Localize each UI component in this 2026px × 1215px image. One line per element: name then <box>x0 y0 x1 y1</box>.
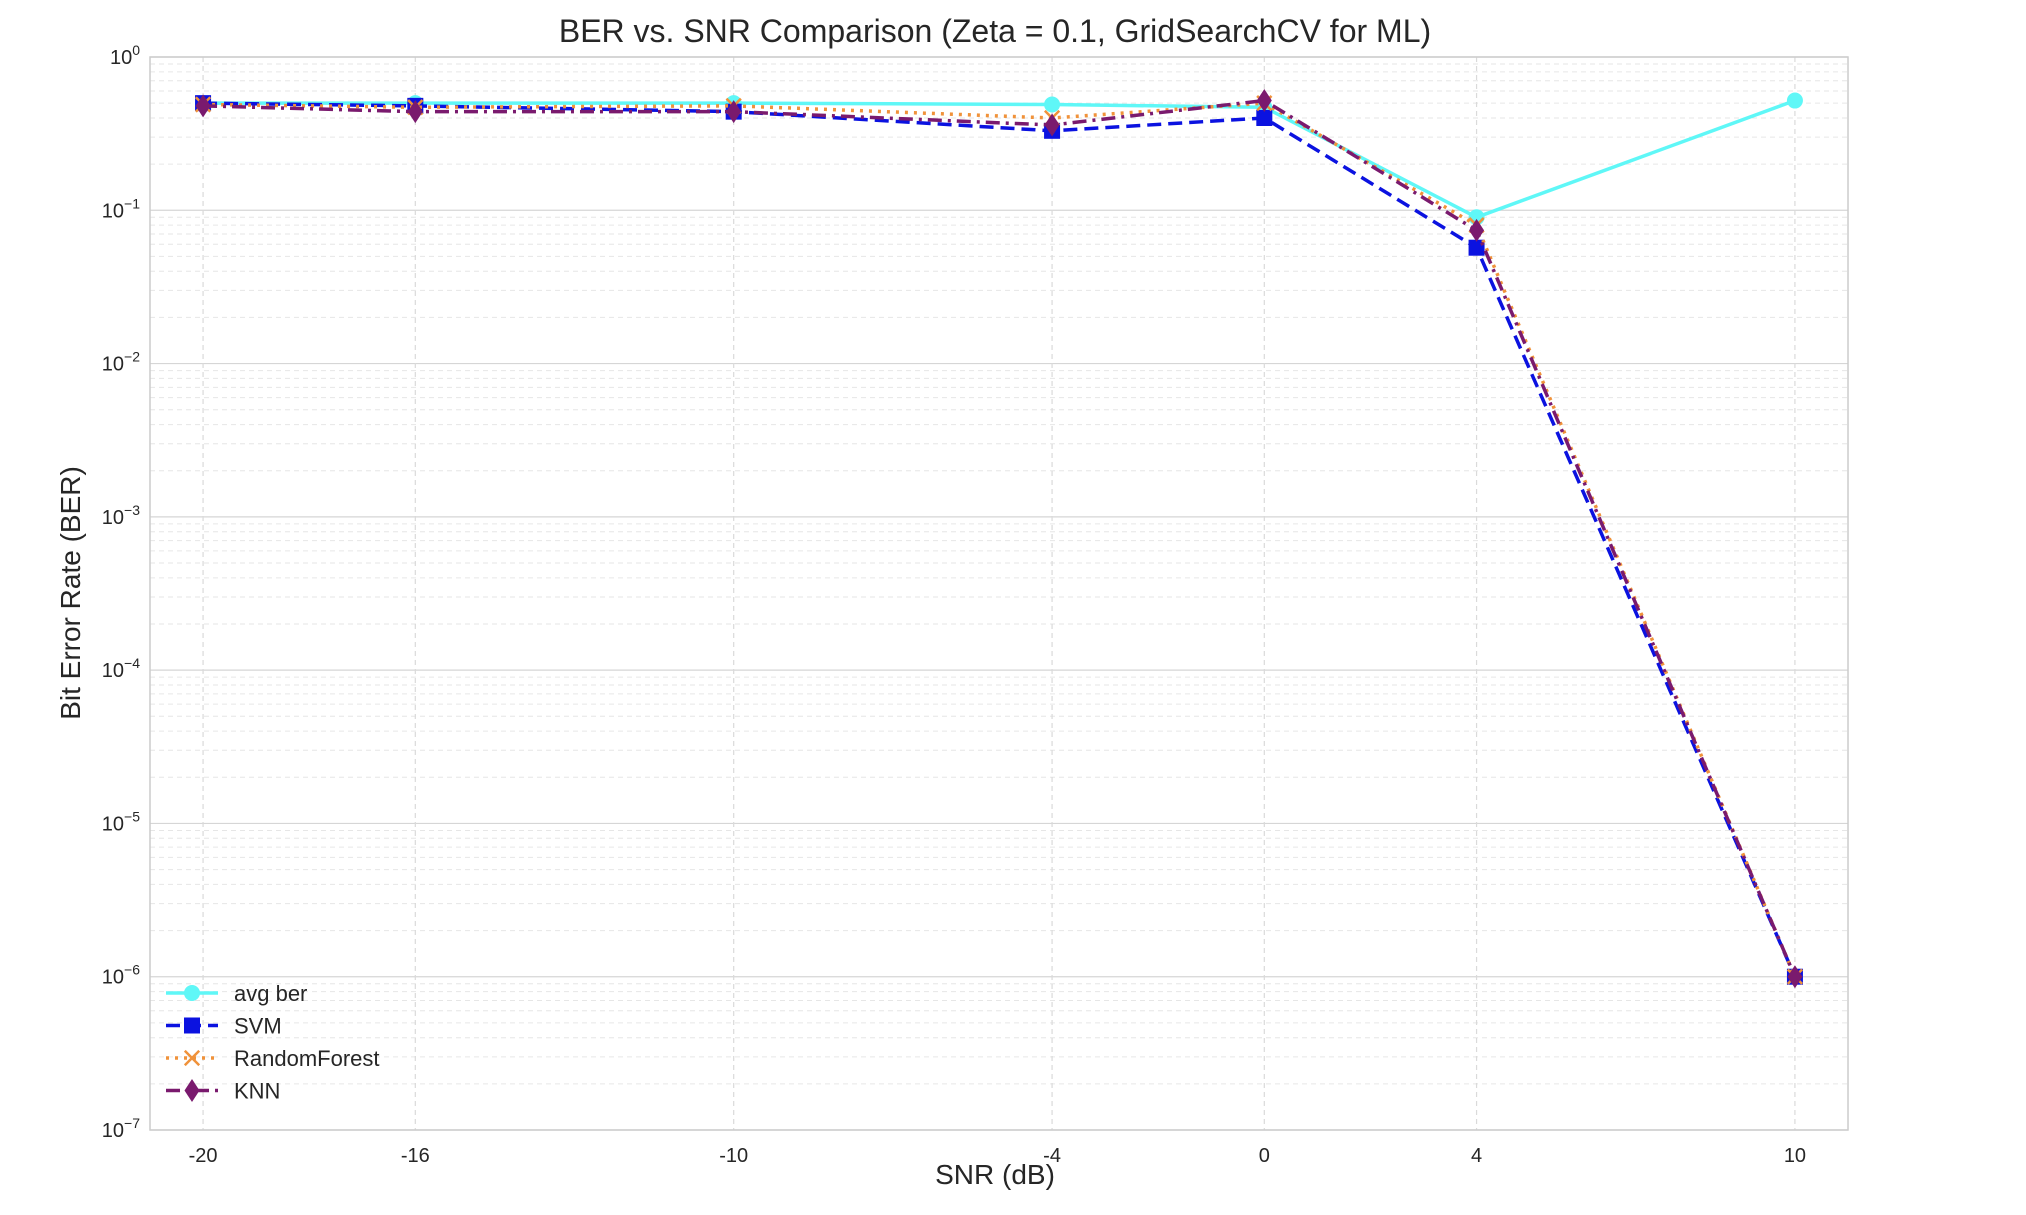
tick-labels: -20 -16 -10 -4 0 4 10 100 10−1 10−2 10−3 10−4 10−5 10… <box>102 42 1806 1167</box>
y-tick-label: 10−6 <box>102 962 140 989</box>
legend-knn-marker <box>184 1079 200 1102</box>
knn-line <box>203 98 1797 978</box>
x-axis-label: SNR (dB) <box>935 1159 1055 1190</box>
legend-avg-ber-marker <box>184 985 200 1001</box>
y-tick-label: 10−3 <box>102 502 140 529</box>
y-tick-label: 10−5 <box>102 808 140 835</box>
legend-randomforest-marker <box>183 1049 201 1067</box>
y-tick-label: 10−7 <box>102 1115 140 1142</box>
y-axis-label: Bit Error Rate (BER) <box>55 466 86 720</box>
y-tick-label: 10−4 <box>102 655 140 682</box>
x-tick-label: -16 <box>401 1145 430 1167</box>
x-tick-label: -10 <box>719 1145 748 1167</box>
legend-label: avg ber <box>234 981 307 1006</box>
legend-entry-randomforest: RandomForest <box>166 1046 380 1071</box>
legend-entry-avg-ber: avg ber <box>166 981 307 1006</box>
legend: avg ber SVM RandomForest KNN <box>166 981 380 1104</box>
legend-entry-knn: KNN <box>166 1079 280 1104</box>
series-layer <box>194 89 1804 989</box>
legend-label: KNN <box>234 1079 280 1104</box>
plot-frame <box>149 56 1849 1131</box>
series-knn <box>195 89 1803 989</box>
legend-label: SVM <box>234 1014 282 1039</box>
svm-marker <box>1256 109 1273 126</box>
chart-title: BER vs. SNR Comparison (Zeta = 0.1, Grid… <box>559 13 1431 49</box>
knn-marker <box>1787 965 1803 989</box>
x-tick-label: -20 <box>189 1145 218 1167</box>
x-tick-label: 0 <box>1259 1145 1270 1167</box>
knn-marker <box>195 94 211 118</box>
knn-marker <box>1044 113 1060 137</box>
avg-ber-marker <box>1786 92 1803 109</box>
knn-marker <box>726 100 742 124</box>
knn-marker <box>407 100 423 124</box>
legend-entry-svm: SVM <box>166 1014 282 1039</box>
avg-ber-marker <box>1044 96 1061 113</box>
y-tick-label: 100 <box>110 42 140 69</box>
series-randomforest <box>194 95 1804 985</box>
x-tick-label: 4 <box>1471 1145 1482 1167</box>
x-tick-label: -4 <box>1043 1145 1061 1167</box>
legend-svm-marker <box>184 1017 200 1034</box>
knn-marker <box>1469 218 1485 242</box>
series-svm <box>195 95 1803 985</box>
knn-marker <box>1256 89 1272 113</box>
legend-label: RandomForest <box>234 1046 380 1071</box>
y-tick-label: 10−1 <box>102 195 140 222</box>
x-tick-label: 10 <box>1784 1145 1806 1167</box>
y-tick-label: 10−2 <box>102 349 140 376</box>
grid-lines <box>150 56 1848 1131</box>
